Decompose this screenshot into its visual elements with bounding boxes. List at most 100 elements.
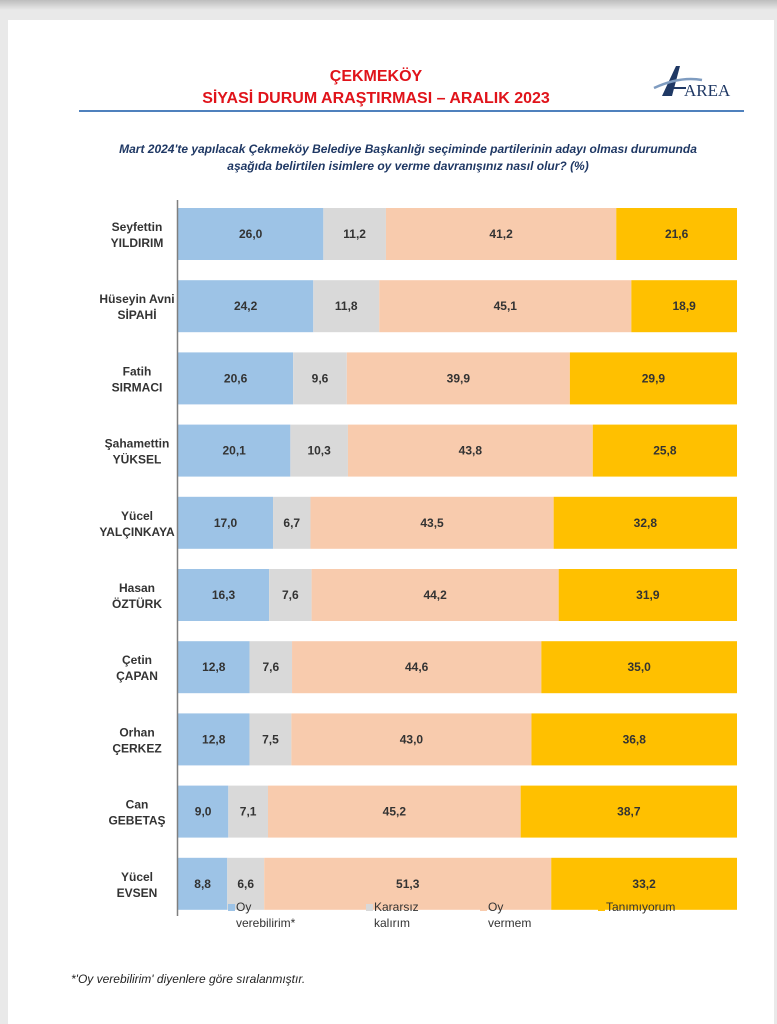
category-label-last: GEBETAŞ (108, 814, 165, 828)
bar-segment-oy-verebilirim (178, 496, 274, 549)
category-label-first: Hasan (119, 581, 155, 595)
bar-segment-oy-vermem (292, 641, 542, 694)
bar-segment-tanimiyorum (553, 496, 737, 549)
category-label-first: Çetin (122, 653, 152, 667)
category-label-first: Fatih (123, 364, 152, 378)
bar-segment-kararsiz (269, 569, 312, 621)
data-label: 44,2 (423, 588, 447, 602)
category-label-last: SIRMACI (112, 380, 163, 394)
data-label: 43,8 (459, 444, 483, 458)
footnote: *'Oy verebilirim' diyenlere göre sıralan… (71, 972, 306, 986)
legend-label-line2: kalırım (374, 916, 410, 930)
bar-segment-oy-vermem (310, 496, 554, 549)
bar-segment-kararsiz (290, 424, 348, 477)
data-label: 7,6 (262, 660, 279, 674)
data-label: 9,0 (195, 805, 212, 819)
bar-segment-oy-verebilirim (178, 208, 324, 260)
bar-segment-oy-verebilirim (178, 713, 250, 766)
bar-segment-oy-verebilirim (178, 569, 270, 621)
category-label-last: SİPAHİ (117, 307, 156, 322)
category-label-last: EVSEN (117, 886, 158, 900)
report-subtitle: SİYASİ DURUM ARAŞTIRMASI – ARALIK 2023 (202, 90, 550, 107)
category-label-last: ÖZTÜRK (112, 596, 162, 611)
question-line-2: aşağıda belirtilen isimlere oy verme dav… (227, 159, 589, 173)
data-label: 7,6 (282, 588, 299, 602)
bar-segment-oy-verebilirim (178, 424, 291, 477)
category-label-last: ÇERKEZ (112, 741, 161, 755)
legend-label-line1: Oy (236, 900, 252, 914)
category-label-last: YILDIRIM (111, 236, 164, 250)
category-label-first: Orhan (119, 725, 154, 739)
legend-item-kararsiz: Kararsız kalırım (366, 899, 419, 931)
category-label-last: YALÇINKAYA (99, 525, 175, 539)
legend-label-line2: vermem (488, 916, 532, 930)
data-label: 7,5 (262, 732, 279, 746)
logo-text: AREA (684, 81, 731, 100)
data-label: 39,9 (447, 371, 471, 385)
category-label-first: Hüseyin Avni (99, 292, 174, 306)
data-label: 11,2 (343, 227, 366, 241)
bar-segment-kararsiz (293, 352, 347, 405)
bar-segment-kararsiz (227, 857, 265, 910)
data-label: 24,2 (234, 299, 258, 313)
data-label: 6,7 (283, 516, 300, 530)
bar-segment-tanimiyorum (631, 280, 737, 333)
data-label: 38,7 (617, 805, 641, 819)
bar-segment-tanimiyorum (541, 641, 737, 694)
bar-segment-oy-verebilirim (178, 785, 229, 838)
bar-segment-kararsiz (313, 280, 380, 333)
category-label-last: YÜKSEL (113, 452, 162, 467)
data-label: 11,8 (335, 299, 358, 313)
data-label: 12,8 (202, 660, 226, 674)
bar-segment-kararsiz (323, 208, 386, 260)
data-label: 41,2 (489, 227, 513, 241)
data-label: 9,6 (312, 371, 329, 385)
data-label: 12,8 (202, 732, 226, 746)
bar-segment-oy-vermem (347, 424, 593, 477)
data-label: 16,3 (212, 588, 236, 602)
category-label-first: Yücel (121, 509, 153, 523)
category-label-first: Can (126, 798, 149, 812)
data-label: 29,9 (642, 371, 666, 385)
bar-segment-oy-vermem (385, 208, 617, 260)
data-label: 31,9 (636, 588, 660, 602)
data-label: 32,8 (634, 516, 658, 530)
bar-segment-oy-vermem (346, 352, 570, 405)
legend-label-line1: Tanımıyorum (606, 900, 676, 914)
bar-segment-tanimiyorum (520, 785, 737, 838)
legend-swatch (480, 904, 487, 911)
bar-segment-kararsiz (228, 785, 268, 838)
legend-item-oy-vermem: Oy vermem (480, 899, 532, 931)
question-line-1: Mart 2024'te yapılacak Çekmeköy Belediye… (119, 142, 697, 156)
bar-segment-oy-vermem (311, 569, 559, 621)
legend-swatch (366, 904, 373, 911)
legend-label-line1: Oy (488, 900, 504, 914)
data-label: 45,1 (494, 299, 518, 313)
bar-segment-oy-vermem (379, 280, 632, 333)
data-label: 36,8 (623, 732, 647, 746)
bar-segment-oy-vermem (267, 785, 521, 838)
bar-segment-kararsiz (249, 713, 292, 766)
title-underline (79, 110, 744, 112)
data-label: 17,0 (214, 516, 238, 530)
category-label-first: Seyfettin (112, 220, 163, 234)
bar-segment-oy-verebilirim (178, 641, 250, 694)
data-label: 43,0 (400, 732, 424, 746)
bar-segment-oy-verebilirim (178, 352, 294, 405)
bar-segment-tanimiyorum (551, 857, 737, 910)
data-label: 33,2 (632, 877, 656, 891)
legend-label-line2: verebilirim* (236, 916, 296, 930)
data-label: 8,8 (194, 877, 211, 891)
survey-question: Mart 2024'te yapılacak Çekmeköy Belediye… (68, 141, 748, 175)
data-label: 21,6 (665, 227, 689, 241)
data-label: 7,1 (240, 805, 257, 819)
category-label-first: Şahamettin (105, 437, 170, 451)
data-label: 45,2 (383, 805, 407, 819)
bar-segment-kararsiz (249, 641, 293, 694)
legend-swatch (598, 904, 605, 911)
top-shadow (0, 0, 777, 10)
legend-item-tanimiyorum: Tanımıyorum (598, 899, 676, 915)
category-label-last: ÇAPAN (116, 669, 158, 683)
data-label: 18,9 (672, 299, 696, 313)
